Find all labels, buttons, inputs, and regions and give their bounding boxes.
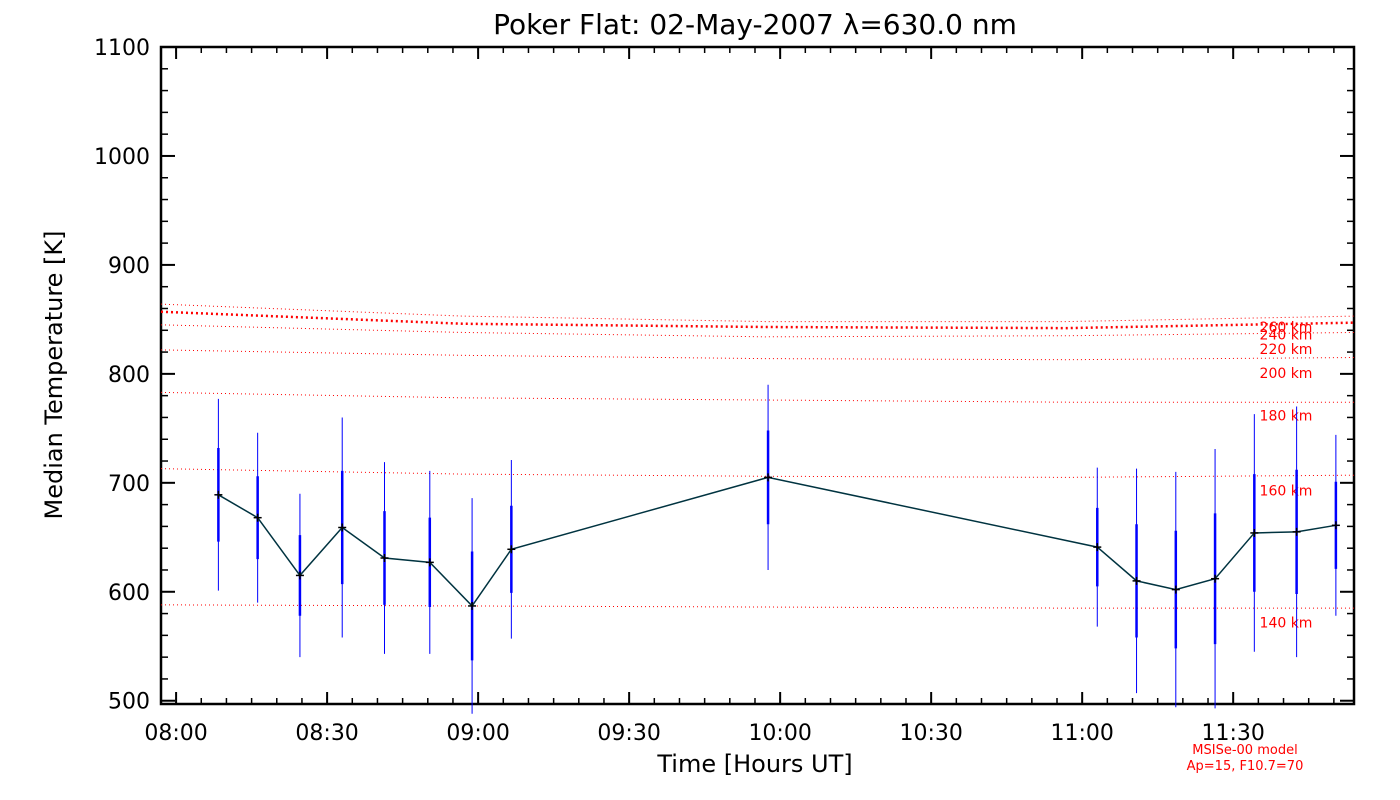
- data-series: [214, 473, 1340, 610]
- chart-title: Poker Flat: 02-May-2007 λ=630.0 nm: [493, 8, 1017, 41]
- model-curve: [160, 349, 1355, 361]
- data-point: [338, 523, 347, 532]
- x-tick-label: 11:30: [1201, 721, 1264, 746]
- data-point: [1292, 527, 1301, 536]
- model-curve-label: 140 km: [1260, 615, 1313, 631]
- model-annotation-line1: MSISe-00 model: [1192, 743, 1297, 758]
- y-tick-label: 800: [108, 363, 150, 388]
- data-point: [764, 473, 773, 482]
- data-point: [1331, 521, 1340, 530]
- plot-frame: [159, 45, 1356, 706]
- series-line: [218, 476, 1337, 608]
- data-point: [1171, 585, 1180, 594]
- x-tick-label: 11:00: [1050, 721, 1113, 746]
- model-curve: [160, 310, 1355, 330]
- model-curve: [160, 468, 1355, 478]
- model-curve: [160, 324, 1355, 338]
- model-curve-label: 240 km: [1260, 328, 1313, 344]
- data-point: [1132, 576, 1141, 585]
- model-curve-label: 160 km: [1260, 483, 1313, 499]
- error-bars: [217, 384, 1338, 714]
- x-tick-label: 08:30: [295, 721, 358, 746]
- data-point: [425, 558, 434, 567]
- x-tick-label: 09:30: [597, 721, 660, 746]
- model-curve-label: 220 km: [1260, 342, 1313, 358]
- y-axis: 500 600 700 800 900 1000 1100: [94, 36, 1354, 715]
- y-tick-label: 1000: [94, 145, 150, 170]
- y-axis-label: Median Temperature [K]: [40, 230, 68, 519]
- model-annotation-line2: Ap=15, F10.7=70: [1187, 759, 1304, 774]
- data-point: [1250, 528, 1259, 537]
- y-tick-label: 600: [108, 581, 150, 606]
- data-point: [295, 571, 304, 580]
- model-curve: [160, 391, 1354, 403]
- data-point: [253, 513, 262, 522]
- y-tick-label: 900: [108, 254, 150, 279]
- x-axis: 08:00 08:30 09:00 09:30 10:00 10:30 11:00 11:30: [144, 47, 1335, 746]
- data-point: [1211, 574, 1220, 583]
- y-tick-label: 1100: [94, 36, 150, 61]
- x-tick-label: 10:30: [899, 721, 962, 746]
- x-tick-label: 09:00: [446, 721, 509, 746]
- model-curve-label: 260 km: [1260, 320, 1313, 336]
- x-axis-label: Time [Hours UT]: [656, 750, 852, 778]
- data-point: [1093, 543, 1102, 552]
- model-curve: [160, 303, 1355, 323]
- model-curve-label: 200 km: [1260, 366, 1313, 382]
- model-curve: [160, 604, 1354, 609]
- data-point: [380, 554, 389, 562]
- y-tick-label: 700: [108, 472, 150, 497]
- x-tick-label: 10:00: [748, 721, 811, 746]
- x-tick-label: 08:00: [144, 721, 207, 746]
- data-point: [468, 601, 477, 610]
- model-curve-label: 180 km: [1260, 408, 1313, 424]
- data-point: [507, 545, 516, 554]
- y-tick-label: 500: [108, 690, 150, 715]
- data-point: [214, 490, 223, 499]
